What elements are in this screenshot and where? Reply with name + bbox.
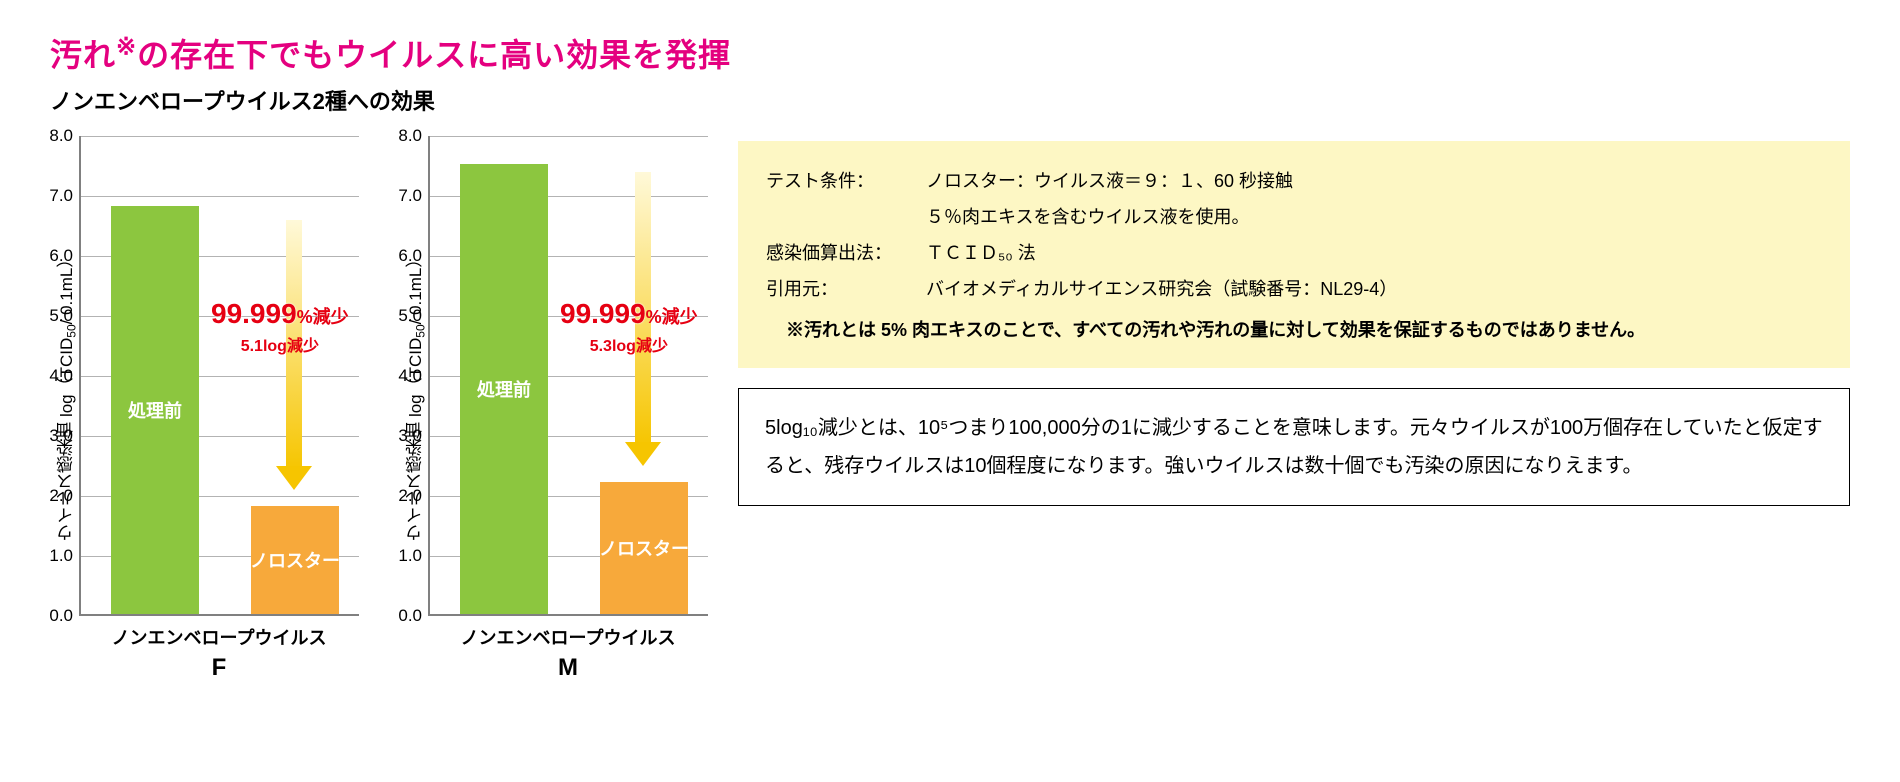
title-word2: の存在下でもウイルスに高い効果を発揮 (137, 37, 731, 73)
info-value: ５％肉エキスを含むウイルス液を使用。 (926, 199, 1822, 235)
bar-before-label: 処理前 (128, 397, 182, 423)
main-row: ウイルス感染価 log（TCID50/ 0.1mL）0.01.02.03.04.… (50, 136, 1850, 685)
bar-after-label: ノロスター (250, 547, 340, 573)
reduction-percent-suffix: %減少 (297, 307, 349, 327)
info-value: バイオメディカルサイエンス研究会（試験番号：NL29-4） (926, 271, 1822, 307)
y-tick-label: 4.0 (49, 366, 81, 386)
info-value: ＴＣＩＤ₅₀ 法 (926, 235, 1822, 271)
info-row: 感染価算出法：ＴＣＩＤ₅₀ 法 (766, 235, 1822, 271)
y-tick-label: 1.0 (398, 546, 430, 566)
y-axis-label: ウイルス感染価 log（TCID50/ 0.1mL） (399, 136, 428, 685)
reduction-percent: 99.999 (560, 298, 646, 329)
plot-wrap: 0.01.02.03.04.05.06.07.08.0処理前ノロスター99.99… (428, 136, 708, 685)
reduction-log: 5.1log減少 (211, 332, 349, 356)
bar-after: ノロスター (251, 506, 339, 614)
bar-after-label: ノロスター (599, 535, 689, 561)
y-tick-label: 6.0 (398, 246, 430, 266)
bar-chart-F: ウイルス感染価 log（TCID50/ 0.1mL）0.0 1.0 2.0 3.0 4.… (50, 136, 359, 685)
subtitle: ノンエンベロープウイルス2種への効果 (50, 84, 1850, 116)
reduction-label: 99.999%減少 5.3log減少 (560, 298, 698, 356)
x-axis-label: ノンエンベロープウイルスM (428, 626, 708, 685)
y-tick-label: 7.0 (398, 186, 430, 206)
info-note: ※汚れとは 5% 肉エキスのことで、すべての汚れや汚れの量に対して効果を保証する… (766, 315, 1822, 346)
y-tick-label: 7.0 (49, 186, 81, 206)
y-tick-label: 1.0 (49, 546, 81, 566)
reduction-label: 99.999%減少 5.1log減少 (211, 298, 349, 356)
charts-container: ウイルス感染価 log（TCID50/ 0.1mL）0.01.02.03.04.… (50, 136, 708, 685)
main-title: 汚れ※の存在下でもウイルスに高い効果を発揮 (50, 30, 1850, 76)
y-tick-label: 0.0 (49, 606, 81, 626)
x-label-line1: ノンエンベロープウイルス (428, 626, 708, 651)
bar-before-label: 処理前 (477, 376, 531, 402)
reduction-log: 5.3log減少 (560, 332, 698, 356)
bar-before: 処理前 (111, 206, 199, 614)
info-value: ノロスター：ウイルス液＝９：１、60 秒接触 (926, 163, 1822, 199)
info-row: テスト条件：ノロスター：ウイルス液＝９：１、60 秒接触 (766, 163, 1822, 199)
info-key: テスト条件： (766, 163, 926, 199)
arrow-head (625, 442, 661, 466)
y-axis-label: ウイルス感染価 log（TCID50/ 0.1mL） (50, 136, 79, 685)
plot-area: 0.01.02.03.04.05.06.07.08.0処理前ノロスター99.99… (428, 136, 708, 616)
y-tick-label: 5.0 (398, 306, 430, 326)
explanation-text: 5log₁₀減少とは、10⁵つまり100,000分の1に減少することを意味します… (765, 417, 1823, 477)
bar-after: ノロスター (600, 482, 688, 614)
y-tick-label: 4.0 (398, 366, 430, 386)
gridline (81, 196, 359, 197)
y-tick-label: 8.0 (49, 126, 81, 146)
title-mark: ※ (116, 33, 137, 60)
y-tick-label: 2.0 (398, 486, 430, 506)
reduction-percent: 99.999 (211, 298, 297, 329)
plot-wrap: 0.01.02.03.04.05.06.07.08.0処理前ノロスター99.99… (79, 136, 359, 685)
gridline (81, 136, 359, 137)
y-tick-label: 0.0 (398, 606, 430, 626)
y-tick-label: 3.0 (398, 426, 430, 446)
title-word1: 汚れ (50, 37, 116, 73)
plot-area: 0.01.02.03.04.05.06.07.08.0処理前ノロスター99.99… (79, 136, 359, 616)
bar-before: 処理前 (460, 164, 548, 614)
right-column: テスト条件：ノロスター：ウイルス液＝９：１、60 秒接触５％肉エキスを含むウイル… (738, 141, 1850, 506)
y-tick-label: 6.0 (49, 246, 81, 266)
x-label-letter: F (79, 651, 359, 685)
reduction-percent-suffix: %減少 (646, 307, 698, 327)
info-key: 引用元： (766, 271, 926, 307)
x-axis-label: ノンエンベロープウイルスF (79, 626, 359, 685)
y-tick-label: 8.0 (398, 126, 430, 146)
x-label-line1: ノンエンベロープウイルス (79, 626, 359, 651)
info-key (766, 199, 926, 235)
gridline (430, 136, 708, 137)
y-tick-label: 3.0 (49, 426, 81, 446)
bar-chart-M: ウイルス感染価 log（TCID50/ 0.1mL）0.0 1.0 2.0 3.0 4.… (399, 136, 708, 685)
test-conditions-box: テスト条件：ノロスター：ウイルス液＝９：１、60 秒接触５％肉エキスを含むウイル… (738, 141, 1850, 368)
x-label-letter: M (428, 651, 708, 685)
y-tick-label: 2.0 (49, 486, 81, 506)
arrow-head (276, 466, 312, 490)
y-tick-label: 5.0 (49, 306, 81, 326)
explanation-box: 5log₁₀減少とは、10⁵つまり100,000分の1に減少することを意味します… (738, 388, 1850, 506)
info-key: 感染価算出法： (766, 235, 926, 271)
info-row: ５％肉エキスを含むウイルス液を使用。 (766, 199, 1822, 235)
info-row: 引用元：バイオメディカルサイエンス研究会（試験番号：NL29-4） (766, 271, 1822, 307)
